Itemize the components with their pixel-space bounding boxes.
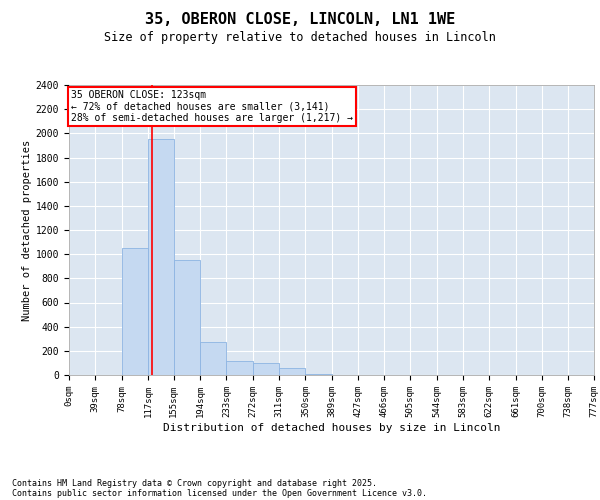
Bar	[200, 342, 226, 375]
Y-axis label: Number of detached properties: Number of detached properties	[22, 140, 32, 320]
Bar	[279, 368, 305, 375]
Bar	[174, 260, 200, 375]
Text: 35, OBERON CLOSE, LINCOLN, LN1 1WE: 35, OBERON CLOSE, LINCOLN, LN1 1WE	[145, 12, 455, 28]
Text: 35 OBERON CLOSE: 123sqm
← 72% of detached houses are smaller (3,141)
28% of semi: 35 OBERON CLOSE: 123sqm ← 72% of detache…	[71, 90, 353, 123]
Bar	[305, 374, 332, 375]
X-axis label: Distribution of detached houses by size in Lincoln: Distribution of detached houses by size …	[163, 422, 500, 432]
Bar	[253, 363, 279, 375]
Bar	[226, 360, 253, 375]
Bar	[148, 140, 174, 375]
Bar	[122, 248, 148, 375]
Text: Contains public sector information licensed under the Open Government Licence v3: Contains public sector information licen…	[12, 488, 427, 498]
Text: Size of property relative to detached houses in Lincoln: Size of property relative to detached ho…	[104, 31, 496, 44]
Text: Contains HM Land Registry data © Crown copyright and database right 2025.: Contains HM Land Registry data © Crown c…	[12, 478, 377, 488]
